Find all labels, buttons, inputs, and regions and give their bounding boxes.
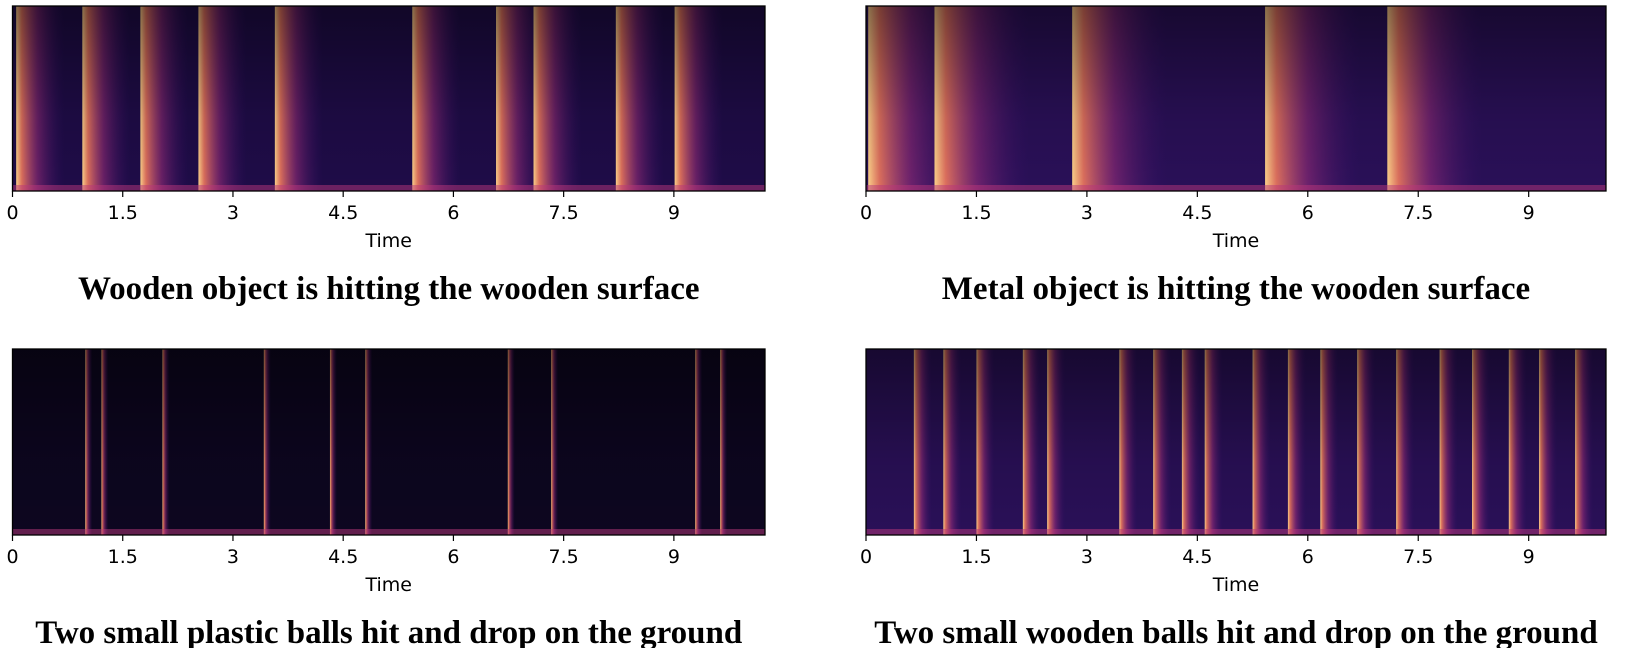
x-tick-label: 7.5 <box>1403 202 1433 224</box>
axes-frame <box>11 5 766 192</box>
spectrogram-floor <box>12 529 765 535</box>
panel-title: Two small plastic balls hit and drop on … <box>35 615 742 648</box>
x-axis-label: Time <box>365 230 413 252</box>
x-tick-label: 1.5 <box>961 546 991 568</box>
spectrogram-floor <box>12 185 765 191</box>
x-tick-label: 4.5 <box>328 202 358 224</box>
spectrogram-shade <box>12 6 765 191</box>
panel-title: Metal object is hitting the wooden surfa… <box>942 271 1530 307</box>
axes-frame <box>865 348 1607 536</box>
spectrogram-shade <box>866 349 1606 535</box>
x-tick-label: 0 <box>860 202 872 224</box>
x-tick-label: 4.5 <box>328 546 358 568</box>
x-tick-label: 3 <box>227 202 239 224</box>
panel-title: Wooden object is hitting the wooden surf… <box>78 271 700 307</box>
x-tick-label: 0 <box>6 546 18 568</box>
x-tick-label: 6 <box>1302 546 1314 568</box>
x-tick-label: 1.5 <box>108 546 138 568</box>
x-tick-label: 7.5 <box>549 202 579 224</box>
x-tick-label: 1.5 <box>961 202 991 224</box>
x-tick-label: 3 <box>1081 202 1093 224</box>
x-tick-label: 0 <box>860 546 872 568</box>
x-axis-label: Time <box>365 574 413 596</box>
x-tick-label: 4.5 <box>1182 546 1212 568</box>
x-tick-label: 7.5 <box>549 546 579 568</box>
axes-frame <box>865 5 1607 192</box>
x-tick-label: 3 <box>227 546 239 568</box>
x-tick-label: 1.5 <box>108 202 138 224</box>
spectrogram-shade <box>866 6 1606 191</box>
x-tick-label: 3 <box>1081 546 1093 568</box>
x-tick-label: 0 <box>6 202 18 224</box>
x-tick-label: 6 <box>447 546 459 568</box>
spectrogram-shade <box>12 349 765 535</box>
x-tick-label: 7.5 <box>1403 546 1433 568</box>
spectrogram-floor <box>866 185 1606 191</box>
x-axis-label: Time <box>1212 574 1260 596</box>
x-tick-label: 9 <box>1523 546 1535 568</box>
x-axis-label: Time <box>1212 230 1260 252</box>
x-tick-label: 6 <box>447 202 459 224</box>
x-tick-label: 9 <box>668 202 680 224</box>
x-tick-label: 4.5 <box>1182 202 1212 224</box>
axes-frame <box>11 348 766 536</box>
x-tick-label: 9 <box>1523 202 1535 224</box>
x-tick-label: 6 <box>1302 202 1314 224</box>
panel-title: Two small wooden balls hit and drop on t… <box>874 615 1597 648</box>
spectrogram-floor <box>866 529 1606 535</box>
x-tick-label: 9 <box>668 546 680 568</box>
